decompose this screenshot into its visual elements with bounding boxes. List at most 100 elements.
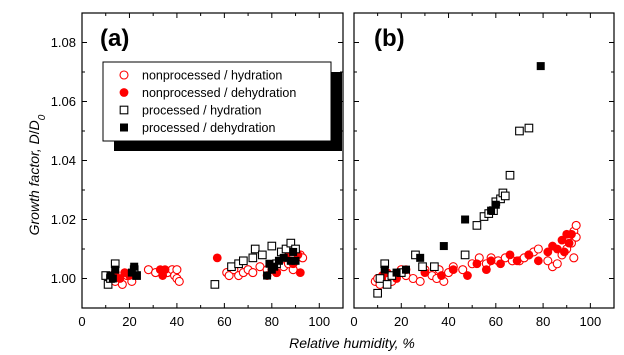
x-tick-label: 100 bbox=[580, 314, 602, 329]
point-nonprocessed-dehydration bbox=[505, 250, 515, 260]
point-processed-dehydration bbox=[265, 259, 274, 268]
point-processed-hydration bbox=[515, 126, 524, 136]
point-nonprocessed-dehydration bbox=[533, 256, 543, 266]
legend-box bbox=[102, 61, 332, 142]
x-tick-label: 80 bbox=[536, 314, 550, 329]
point-processed-hydration bbox=[524, 123, 534, 133]
point-processed-hydration bbox=[267, 241, 277, 251]
point-processed-dehydration bbox=[111, 265, 120, 274]
point-nonprocessed-hydration bbox=[533, 244, 543, 254]
point-processed-dehydration bbox=[286, 256, 295, 265]
point-processed-dehydration bbox=[127, 268, 136, 277]
y-axis-label: Growth factor, D/D0 bbox=[26, 114, 48, 235]
point-processed-dehydration bbox=[130, 262, 139, 271]
point-nonprocessed-hydration bbox=[224, 270, 234, 281]
x-tick-label: 0 bbox=[350, 314, 357, 329]
x-axis-label: Relative humidity, % bbox=[289, 335, 415, 351]
point-nonprocessed-hydration bbox=[415, 276, 425, 287]
legend-marker-filled-square bbox=[120, 123, 128, 132]
y-tick-label: 1.00 bbox=[51, 271, 76, 286]
panel-a-label: (a) bbox=[100, 25, 129, 52]
point-processed-dehydration bbox=[536, 62, 545, 71]
point-nonprocessed-dehydration bbox=[496, 259, 505, 269]
point-nonprocessed-hydration bbox=[552, 259, 562, 269]
plot-frame bbox=[81, 12, 344, 309]
point-nonprocessed-dehydration bbox=[160, 265, 170, 275]
point-processed-dehydration bbox=[402, 265, 410, 274]
point-nonprocessed-dehydration bbox=[486, 256, 496, 266]
point-processed-hydration bbox=[257, 250, 267, 260]
point-processed-hydration bbox=[500, 191, 510, 201]
legend-label: nonprocessed / dehydration bbox=[142, 86, 296, 100]
point-processed-dehydration bbox=[108, 274, 117, 283]
point-processed-hydration bbox=[375, 274, 385, 283]
y-tick-label: 1.06 bbox=[51, 94, 76, 109]
point-processed-hydration bbox=[286, 238, 296, 248]
point-processed-hydration bbox=[238, 256, 248, 266]
point-processed-dehydration bbox=[274, 256, 283, 265]
point-nonprocessed-dehydration bbox=[567, 229, 576, 239]
x-tick-label: 0 bbox=[78, 314, 85, 329]
x-tick-label: 100 bbox=[308, 314, 330, 329]
x-tick-label: 20 bbox=[394, 314, 408, 329]
point-processed-hydration bbox=[210, 280, 220, 289]
legend-label: processed / dehydration bbox=[142, 121, 275, 135]
point-processed-dehydration bbox=[416, 253, 425, 262]
x-tick-label: 40 bbox=[170, 314, 184, 329]
point-nonprocessed-dehydration bbox=[481, 265, 491, 275]
point-nonprocessed-dehydration bbox=[437, 271, 446, 280]
point-processed-hydration bbox=[227, 262, 236, 272]
point-processed-dehydration bbox=[270, 262, 279, 271]
x-tick-label: 60 bbox=[217, 314, 231, 329]
point-processed-hydration bbox=[248, 253, 258, 263]
point-processed-dehydration bbox=[380, 265, 389, 274]
legend-marker-open-circle bbox=[119, 70, 129, 80]
point-processed-hydration bbox=[418, 262, 427, 272]
point-nonprocessed-dehydration bbox=[463, 271, 472, 280]
point-processed-dehydration bbox=[461, 215, 470, 224]
point-processed-dehydration bbox=[263, 271, 272, 280]
point-nonprocessed-dehydration bbox=[472, 259, 482, 269]
y-tick-label: 1.08 bbox=[51, 35, 76, 50]
point-processed-hydration bbox=[505, 170, 515, 180]
legend-marker-filled-circle bbox=[119, 88, 129, 97]
point-processed-hydration bbox=[373, 288, 382, 298]
legend-marker-open-square bbox=[119, 105, 129, 115]
x-tick-label: 20 bbox=[122, 314, 136, 329]
point-processed-hydration bbox=[430, 262, 439, 272]
point-processed-dehydration bbox=[291, 256, 300, 265]
legend: nonprocessed / hydration nonprocessed / d… bbox=[102, 61, 342, 151]
point-nonprocessed-dehydration bbox=[524, 250, 534, 260]
point-nonprocessed-hydration bbox=[543, 256, 553, 266]
y-tick-label: 1.02 bbox=[51, 212, 76, 227]
point-nonprocessed-hydration bbox=[569, 253, 579, 263]
panel-b-label: (b) bbox=[374, 25, 405, 52]
point-processed-hydration bbox=[460, 250, 470, 260]
y-tick-label: 1.04 bbox=[51, 153, 76, 168]
x-tick-label: 80 bbox=[265, 314, 279, 329]
point-nonprocessed-dehydration bbox=[512, 256, 522, 266]
x-tick-label: 40 bbox=[441, 314, 455, 329]
legend-label: nonprocessed / hydration bbox=[142, 69, 282, 83]
point-nonprocessed-hydration bbox=[172, 265, 182, 275]
point-nonprocessed-dehydration bbox=[115, 274, 125, 283]
point-nonprocessed-hydration bbox=[571, 220, 581, 230]
legend-label: processed / hydration bbox=[142, 104, 262, 118]
point-processed-dehydration bbox=[132, 271, 141, 280]
point-nonprocessed-dehydration bbox=[552, 244, 562, 254]
panel-b: 0 20 40 60 80 100 bbox=[350, 12, 615, 329]
x-tick-label: 60 bbox=[489, 314, 503, 329]
point-nonprocessed-hydration bbox=[458, 265, 468, 275]
point-processed-dehydration bbox=[289, 247, 298, 256]
point-nonprocessed-hydration bbox=[174, 276, 184, 287]
point-nonprocessed-dehydration bbox=[212, 253, 222, 263]
point-processed-dehydration bbox=[439, 242, 448, 251]
point-processed-dehydration bbox=[279, 253, 288, 262]
point-nonprocessed-dehydration bbox=[564, 238, 574, 248]
point-nonprocessed-dehydration bbox=[295, 268, 305, 277]
panel-a: 0 20 40 60 80 100 1.00 1.02 1.04 1.06 1.08 bbox=[51, 12, 344, 329]
point-nonprocessed-dehydration bbox=[559, 247, 569, 257]
point-processed-dehydration bbox=[491, 200, 500, 209]
point-nonprocessed-dehydration bbox=[543, 247, 553, 257]
